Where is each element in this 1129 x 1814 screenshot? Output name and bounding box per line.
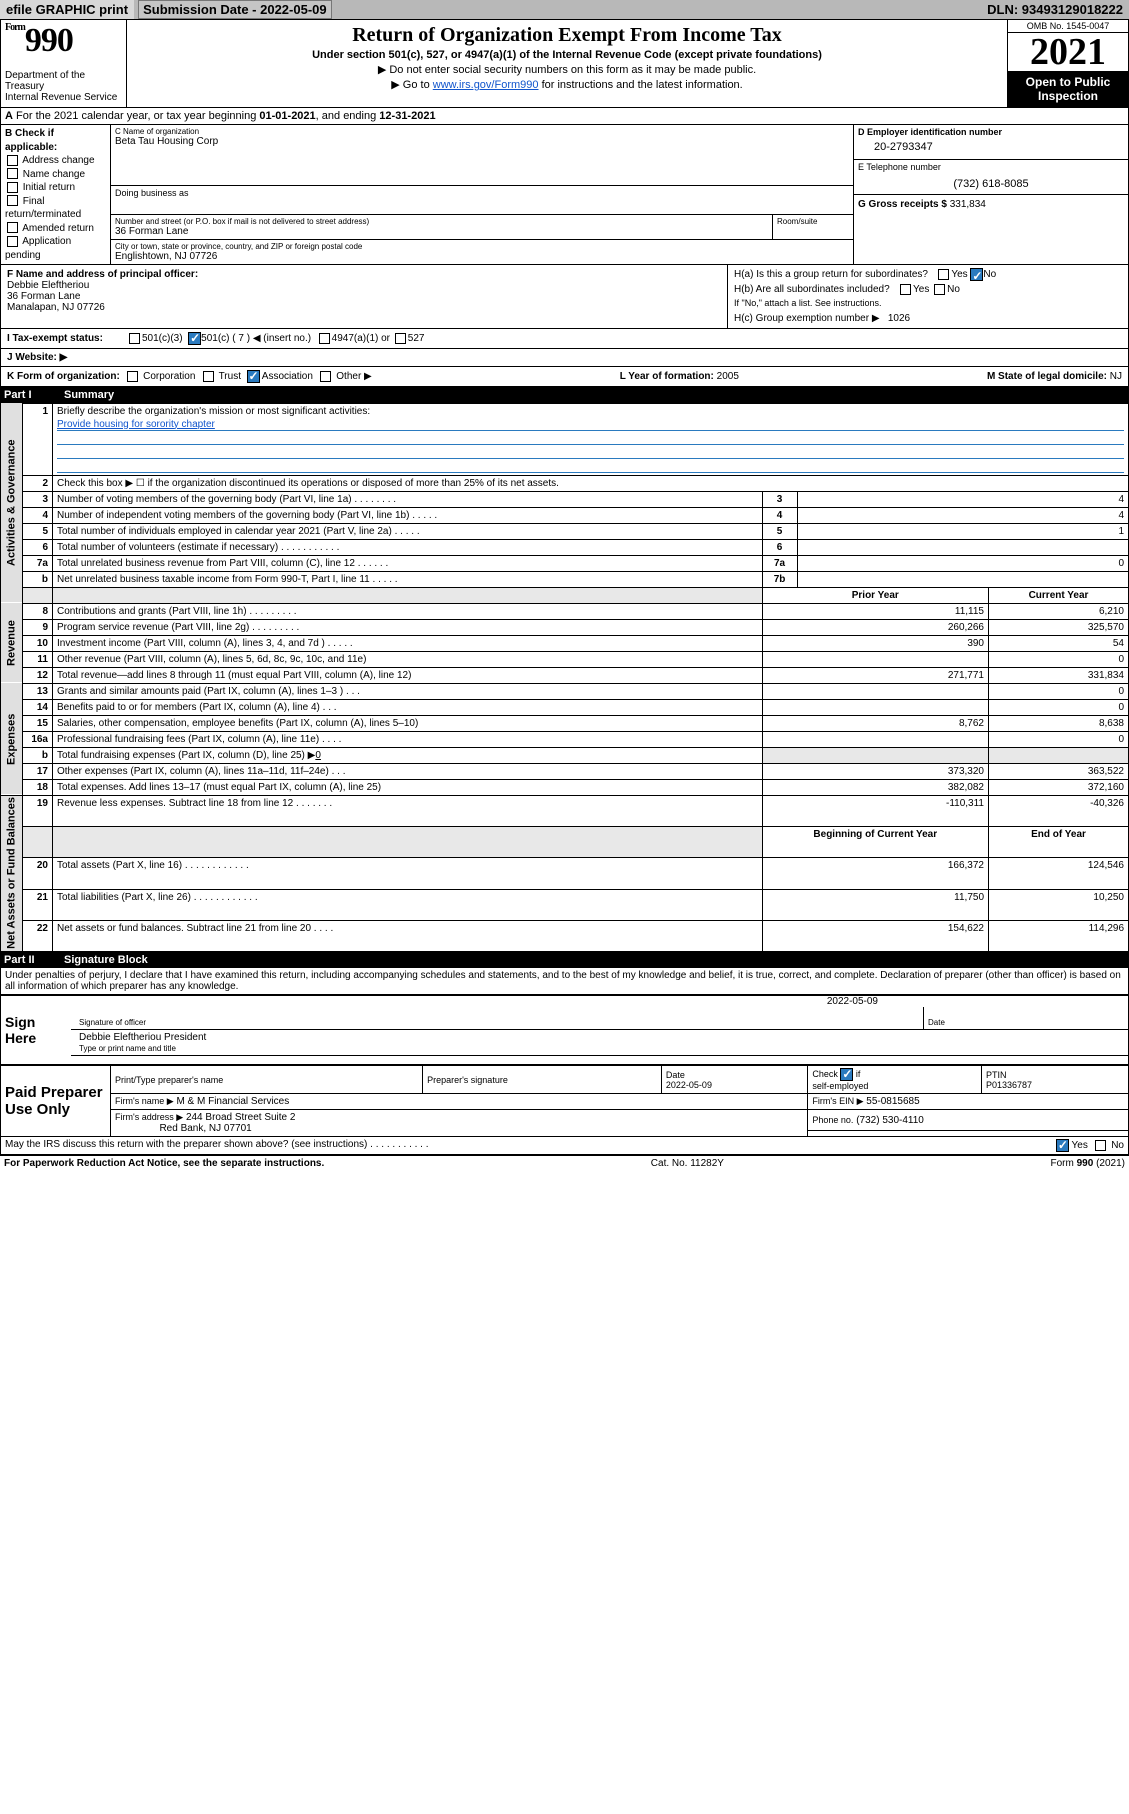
paid-preparer-label: Paid Preparer Use Only	[1, 1066, 111, 1137]
open-inspection: Open to Public Inspection	[1008, 71, 1128, 107]
section-f: F Name and address of principal officer:…	[1, 265, 728, 328]
checkbox-501c7-checked[interactable]	[188, 332, 201, 345]
dba-box: Doing business as	[111, 185, 853, 214]
dln: DLN: 93493129018222	[981, 0, 1129, 19]
signature-block: Sign Here 2022-05-09 Signature of office…	[0, 995, 1129, 1065]
checkbox-final-return[interactable]	[7, 195, 18, 206]
perjury-statement: Under penalties of perjury, I declare th…	[0, 968, 1129, 995]
officer-signature: Debbie Eleftheriou President	[79, 1032, 1120, 1043]
ein-value: 20-2793347	[854, 139, 1128, 159]
form-header: Form990 Department of the Treasury Inter…	[0, 19, 1129, 108]
irs-link[interactable]: www.irs.gov/Form990	[433, 79, 539, 91]
may-discuss-row: May the IRS discuss this return with the…	[0, 1137, 1129, 1155]
part1-header: Part I Summary	[0, 387, 1129, 403]
part2-header: Part II Signature Block	[0, 952, 1129, 968]
checkbox-no-checked[interactable]	[970, 268, 983, 281]
identity-block: B Check if applicable: Address change Na…	[0, 125, 1129, 265]
page-footer: For Paperwork Reduction Act Notice, see …	[0, 1155, 1129, 1171]
gross-receipts: G Gross receipts $ 331,834	[854, 194, 1128, 212]
form-number: 990	[25, 22, 73, 59]
checkbox-initial-return[interactable]	[7, 182, 18, 193]
goto-note: ▶ Go to www.irs.gov/Form990 for instruct…	[133, 78, 1001, 91]
mission-link[interactable]: Provide housing for sorority chapter	[57, 419, 215, 430]
vside-expenses: Expenses	[1, 683, 23, 795]
summary-table: Activities & Governance 1 Briefly descri…	[0, 403, 1129, 953]
room-suite: Room/suite	[773, 215, 853, 239]
section-i: I Tax-exempt status: 501(c)(3) 501(c) ( …	[0, 329, 1129, 349]
vside-governance: Activities & Governance	[1, 403, 23, 603]
vside-netassets: Net Assets or Fund Balances	[1, 795, 23, 952]
phone-value: (732) 618-8085	[854, 174, 1128, 194]
section-h: H(a) Is this a group return for subordin…	[728, 265, 1128, 328]
ssn-note: ▶ Do not enter social security numbers o…	[133, 63, 1001, 76]
section-klm: K Form of organization: Corporation Trus…	[0, 367, 1129, 387]
group-exemption: 1026	[888, 313, 910, 324]
tax-year: 2021	[1008, 33, 1128, 71]
checkbox-association-checked[interactable]	[247, 370, 260, 383]
org-name-box: C Name of organization Beta Tau Housing …	[111, 125, 853, 185]
dept-treasury: Department of the Treasury Internal Reve…	[5, 70, 122, 103]
ein-label: D Employer identification number	[854, 125, 1128, 139]
checkbox-pending[interactable]	[7, 236, 18, 247]
checkbox-amended[interactable]	[7, 222, 18, 233]
preparer-block: Paid Preparer Use Only Print/Type prepar…	[0, 1065, 1129, 1137]
city-state-zip: Englishtown, NJ 07726	[115, 251, 849, 262]
form-title: Return of Organization Exempt From Incom…	[133, 24, 1001, 47]
sign-here-label: Sign Here	[1, 996, 71, 1064]
section-a: A For the 2021 calendar year, or tax yea…	[0, 108, 1129, 125]
section-j: J Website: ▶	[0, 349, 1129, 367]
phone-label: E Telephone number	[854, 159, 1128, 174]
form-subtitle: Under section 501(c), 527, or 4947(a)(1)…	[133, 49, 1001, 61]
checkbox-address-change[interactable]	[7, 155, 18, 166]
checkbox-name-change[interactable]	[7, 168, 18, 179]
org-name: Beta Tau Housing Corp	[115, 136, 849, 147]
efile-label: efile GRAPHIC print	[0, 0, 134, 19]
topbar: efile GRAPHIC print Submission Date - 20…	[0, 0, 1129, 19]
officer-group-block: F Name and address of principal officer:…	[0, 265, 1129, 329]
section-b: B Check if applicable: Address change Na…	[1, 125, 111, 264]
vside-revenue: Revenue	[1, 603, 23, 683]
street-address: 36 Forman Lane	[115, 226, 768, 237]
submission-date: Submission Date - 2022-05-09	[138, 0, 332, 19]
